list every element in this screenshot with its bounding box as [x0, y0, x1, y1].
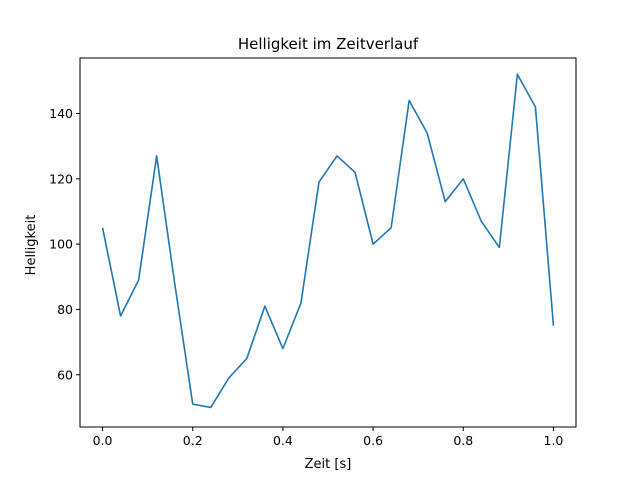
- plot-frame: [79, 57, 577, 428]
- x-axis: 0.0 0.2 0.4 0.6 0.8 1.0: [93, 427, 564, 448]
- x-tick-label: 0.4: [273, 433, 293, 448]
- x-tick-label: 0.8: [453, 433, 473, 448]
- y-axis-title: Helligkeit: [24, 215, 39, 276]
- x-axis-title: Zeit [s]: [305, 457, 352, 472]
- y-tick-label: 60: [57, 367, 73, 382]
- y-tick-label: 120: [49, 171, 73, 186]
- y-axis: 60 80 100 120 140: [49, 106, 80, 382]
- chart-title: Helligkeit im Zeitverlauf: [238, 35, 419, 53]
- x-tick-label: 0.0: [93, 433, 113, 448]
- y-tick-label: 80: [57, 302, 73, 317]
- y-tick-label: 140: [49, 106, 73, 121]
- y-tick-label: 100: [49, 237, 73, 252]
- x-tick-label: 1.0: [544, 433, 564, 448]
- x-tick-label: 0.6: [363, 433, 383, 448]
- series-line-0: [101, 73, 555, 409]
- x-tick-label: 0.2: [183, 433, 203, 448]
- plot-area: [101, 73, 555, 409]
